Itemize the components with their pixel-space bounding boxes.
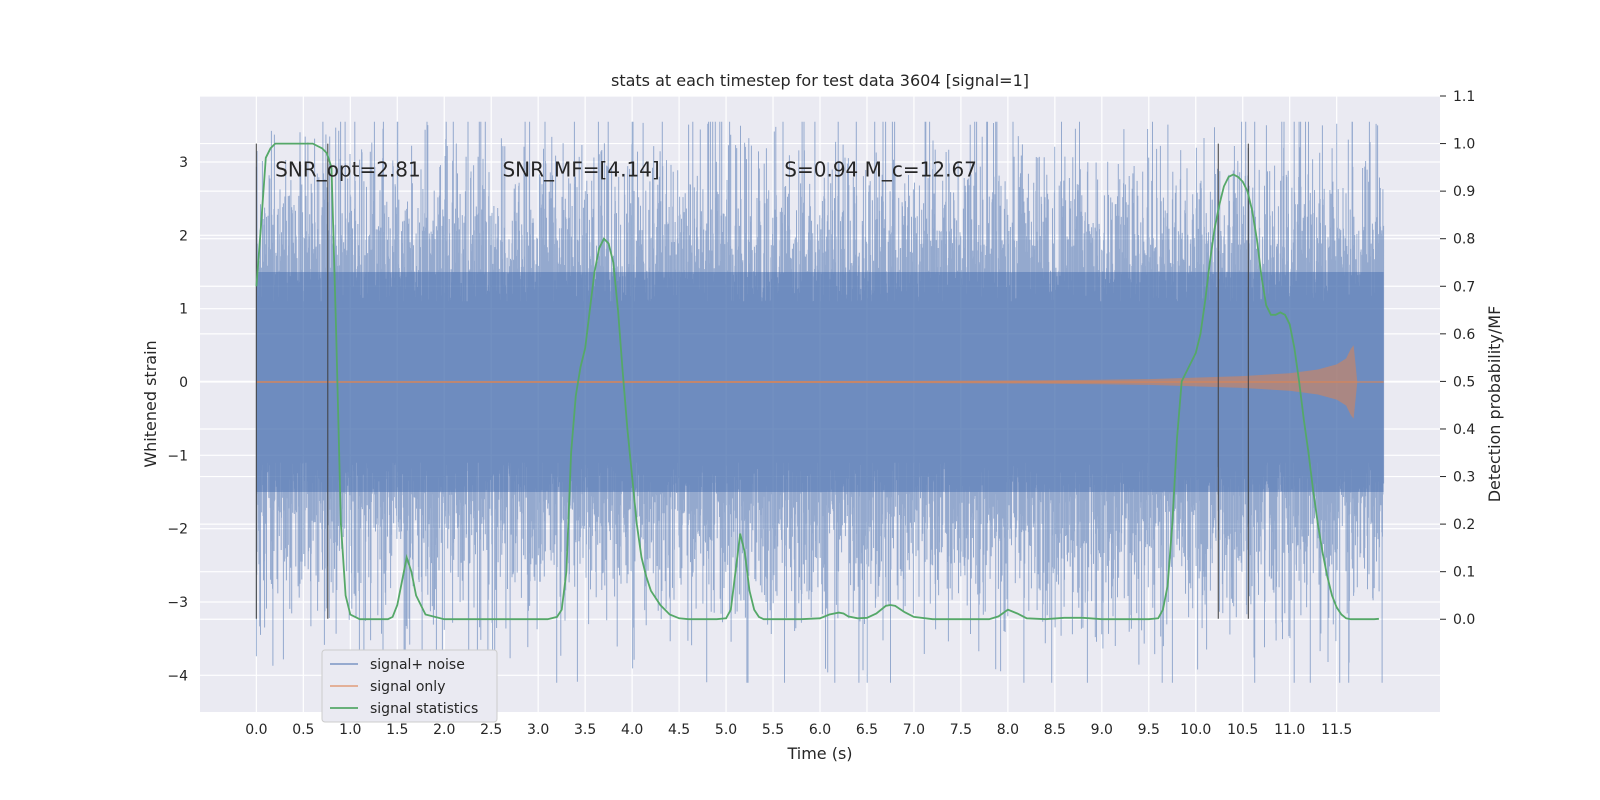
x-tick-label: 11.5 <box>1321 722 1352 738</box>
y-left-tick-label: 0 <box>179 375 188 391</box>
y-left-tick-label: 1 <box>179 302 188 318</box>
legend-entry-signal-statistics: signal statistics <box>370 701 478 717</box>
chart-title: stats at each timestep for test data 360… <box>611 71 1029 90</box>
x-tick-label: 9.0 <box>1091 722 1113 738</box>
x-tick-label: 8.5 <box>1044 722 1066 738</box>
signal-statistics-line <box>255 142 1379 621</box>
y-right-axis-ticks: 1.1 1.0 0.9 0.8 0.7 0.6 0.5 0.4 0.3 0.2 0.1 0.0 <box>1440 89 1475 628</box>
x-tick-label: 3.0 <box>527 722 549 738</box>
x-tick-label: 10.5 <box>1227 722 1258 738</box>
y-right-tick-label: 0.6 <box>1453 327 1475 343</box>
x-tick-label: 6.0 <box>809 722 831 738</box>
x-tick-label: 10.0 <box>1180 722 1211 738</box>
annotation-0: SNR_opt=2.81 <box>275 158 421 182</box>
y-right-tick-label: 0.7 <box>1453 279 1475 295</box>
legend-entry-signal-only: signal only <box>370 679 445 695</box>
x-tick-label: 1.0 <box>339 722 361 738</box>
y-right-tick-label: 0.2 <box>1453 517 1475 533</box>
signal-statistics-series <box>255 142 1379 621</box>
legend-entry-signal-noise: signal+ noise <box>370 657 465 673</box>
x-tick-label: 9.5 <box>1138 722 1160 738</box>
x-tick-label: 4.0 <box>621 722 643 738</box>
y-left-tick-label: 2 <box>179 228 188 244</box>
y-right-tick-label: 0.0 <box>1453 612 1475 628</box>
x-tick-label: 2.0 <box>433 722 455 738</box>
y-left-tick-label: 3 <box>179 155 188 171</box>
y-left-tick-label: −2 <box>167 522 188 538</box>
x-tick-label: 2.5 <box>480 722 502 738</box>
annotation-2: S=0.94 M_c=12.67 <box>784 158 977 182</box>
y-right-tick-label: 0.8 <box>1453 232 1475 248</box>
y-left-tick-label: −1 <box>167 448 188 464</box>
y-right-tick-label: 1.1 <box>1453 89 1475 105</box>
x-tick-label: 11.0 <box>1274 722 1305 738</box>
x-tick-label: 8.0 <box>997 722 1019 738</box>
y-right-tick-label: 1.0 <box>1453 137 1475 153</box>
legend-box <box>321 649 498 723</box>
x-tick-label: 5.5 <box>762 722 784 738</box>
y-left-tick-label: −3 <box>167 595 188 611</box>
y-right-tick-label: 0.3 <box>1453 470 1475 486</box>
x-tick-label: 5.0 <box>715 722 737 738</box>
y-right-tick-label: 0.1 <box>1453 565 1475 581</box>
y-right-tick-label: 0.5 <box>1453 374 1475 390</box>
x-tick-label: 1.5 <box>386 722 408 738</box>
y-left-tick-label: −4 <box>167 668 188 684</box>
annotations: SNR_opt=2.81 SNR_MF=[4.14] S=0.94 M_c=12.6… <box>275 158 977 182</box>
x-tick-label: 7.0 <box>903 722 925 738</box>
x-axis-ticks: 0.0 0.5 1.0 1.5 2.0 2.5 3.0 3.5 4.0 4.5 5.0 5.5 6.0 6… <box>245 722 1352 738</box>
y-right-axis-label: Detection probability/MF <box>1485 306 1504 503</box>
y-left-axis-ticks: 3 2 1 0 −1 −2 −3 −4 <box>167 155 188 684</box>
vertical-markers <box>255 143 1249 619</box>
x-tick-label: 0.5 <box>292 722 314 738</box>
signal-only-series <box>256 345 1384 419</box>
y-right-tick-label: 0.9 <box>1453 184 1475 200</box>
annotation-1: SNR_MF=[4.14] <box>502 158 659 182</box>
legend: signal+ noise signal only signal statist… <box>321 649 498 723</box>
x-tick-label: 6.5 <box>856 722 878 738</box>
x-tick-label: 7.5 <box>950 722 972 738</box>
x-axis-label: Time (s) <box>786 744 852 763</box>
y-right-tick-label: 0.4 <box>1453 422 1475 438</box>
x-tick-label: 0.0 <box>245 722 267 738</box>
x-tick-label: 4.5 <box>668 722 690 738</box>
y-left-axis-label: Whitened strain <box>141 340 160 467</box>
x-tick-label: 3.5 <box>574 722 596 738</box>
